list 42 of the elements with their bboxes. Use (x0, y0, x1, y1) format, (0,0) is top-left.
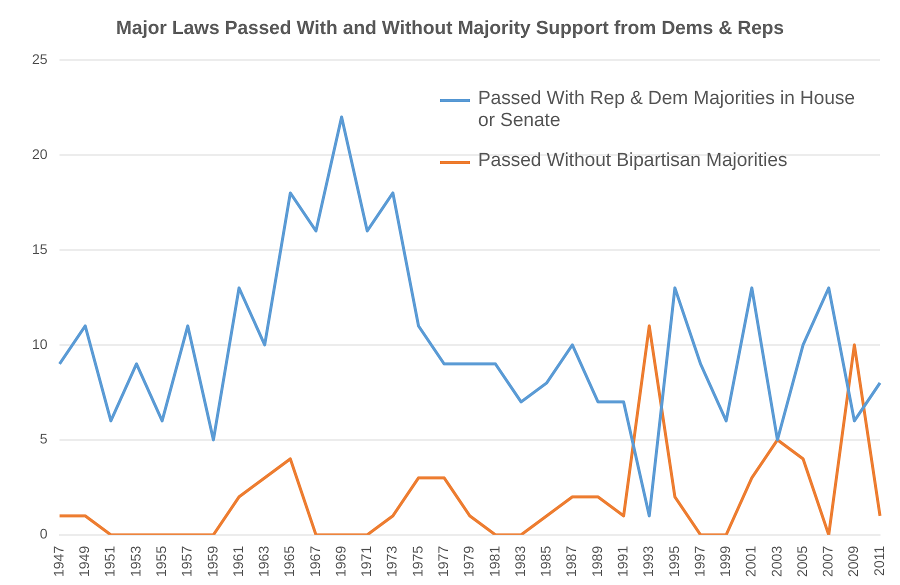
x-tick-label: 1993 (640, 546, 656, 578)
x-tick-label: 1971 (358, 546, 374, 578)
x-tick-label: 1973 (384, 546, 400, 578)
y-tick-label: 15 (32, 240, 48, 257)
x-tick-label: 1979 (460, 546, 477, 578)
x-tick-label: 1995 (666, 546, 682, 578)
x-tick-label: 1951 (102, 546, 118, 578)
y-tick-label: 10 (32, 336, 48, 352)
x-tick-label: 1953 (127, 546, 144, 578)
x-tick-label: 2007 (820, 546, 836, 578)
x-tick-label: 1991 (614, 546, 630, 578)
x-tick-label: 1999 (717, 546, 734, 578)
x-tick-label: 1985 (538, 546, 554, 578)
x-tick-label: 1981 (486, 546, 502, 578)
x-tick-label: 1949 (76, 546, 92, 578)
x-tick-label: 2011 (870, 546, 887, 576)
y-tick-label: 0 (40, 526, 48, 542)
x-tick-label: 1967 (306, 546, 323, 578)
chart-title: Major Laws Passed With and Without Majority Support from Dems & Reps (115, 18, 785, 40)
x-tick-label: 1961 (230, 546, 246, 578)
x-tick-label: 1957 (178, 546, 195, 578)
x-tick-label: 1987 (563, 546, 580, 578)
x-tick-label: 2009 (845, 546, 862, 578)
y-tick-label: 25 (32, 50, 48, 67)
x-tick-label: 2003 (768, 546, 784, 578)
x-tick-label: 1997 (691, 546, 708, 578)
x-tick-label: 1983 (512, 546, 528, 578)
x-tick-label: 1965 (281, 546, 298, 578)
x-tick-label: 1947 (50, 546, 66, 578)
x-tick-label: 1955 (152, 546, 169, 578)
legend-label: Passed With Rep & Dem Majorities in House or Senate (478, 88, 856, 132)
x-tick-label: 2005 (794, 546, 810, 578)
y-tick-label: 20 (32, 146, 48, 162)
legend-label: Passed Without Bipartisan Majorities (478, 150, 788, 172)
x-tick-label: 1959 (204, 546, 220, 578)
x-tick-label: 2001 (742, 546, 759, 578)
x-tick-label: 1977 (435, 546, 452, 578)
x-tick-label: 1975 (409, 546, 426, 578)
x-tick-label: 1989 (588, 546, 605, 578)
y-tick-label: 5 (40, 430, 48, 447)
x-tick-label: 1963 (256, 546, 272, 578)
x-tick-label: 1969 (332, 546, 348, 578)
